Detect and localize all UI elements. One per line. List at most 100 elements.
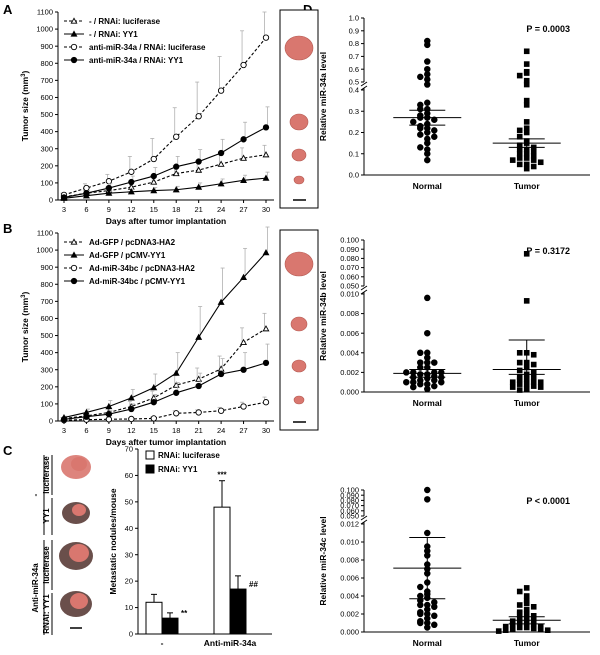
tumor-image (291, 148, 307, 162)
x-tick-label: 3 (62, 205, 66, 214)
x-tick-label: Anti-miR-34a (204, 638, 257, 648)
data-point (523, 129, 530, 136)
data-point (537, 379, 544, 385)
x-tick-label: 6 (84, 426, 88, 435)
data-point (509, 618, 516, 624)
x-tick-label: 18 (172, 205, 180, 214)
y-tick-label: 0.080 (340, 254, 359, 263)
data-point (431, 376, 438, 384)
data-point (516, 359, 523, 366)
y-tick-label: 40 (125, 524, 133, 533)
x-tick-label: Tumor (514, 638, 541, 648)
data-point (217, 407, 225, 414)
data-point (417, 73, 424, 81)
data-point (530, 148, 537, 155)
data-point (523, 119, 530, 125)
data-point (523, 381, 530, 387)
data-point (417, 349, 424, 357)
lung-lobe (72, 504, 86, 516)
data-point (509, 626, 516, 633)
y-tick-label: 0.060 (340, 506, 359, 515)
data-point (523, 81, 530, 88)
data-point (502, 627, 509, 633)
tumor-image (291, 359, 307, 373)
legend-swatch (145, 464, 155, 474)
data-point (195, 158, 202, 165)
data-point (424, 156, 431, 164)
y-axis-label: Metastatic nodules/mouse (108, 488, 118, 595)
data-point (523, 61, 530, 67)
panel-label-c: C (3, 443, 13, 458)
data-point (424, 329, 431, 337)
y-tick-label: 20 (125, 577, 133, 586)
x-tick-label: 12 (127, 426, 135, 435)
y-tick-label: 0.080 (340, 496, 359, 505)
data-point (502, 623, 509, 630)
mir34a-scatter-chart: 0.0 0.1 0.2 0.3 0.40.5 0.6 0.7 0.8 0.9 1.0 Relativ… (318, 14, 590, 191)
data-point (509, 622, 516, 628)
x-axis-label: Days after tumor implantation (106, 216, 226, 226)
data-point (195, 166, 203, 173)
data-point (240, 403, 247, 410)
data-point (195, 183, 203, 190)
y-tick-label: 70 (125, 445, 133, 454)
y-axis-label: Tumor size (mm3) (20, 291, 30, 362)
data-point (105, 402, 113, 410)
y-tick-label: 1.0 (349, 14, 359, 23)
data-point (438, 378, 445, 386)
lung-photo-panel-c: -Anti-miR-34aluciferaseYY1luciferaseRNAi… (31, 455, 93, 635)
data-point (217, 370, 225, 378)
data-point (516, 602, 523, 608)
tumor-image (293, 395, 305, 405)
y-tick-label: 0.006 (340, 329, 359, 338)
x-tick-label: Normal (413, 638, 442, 648)
series-line (63, 401, 267, 421)
tumor-growth-chart-a: 0 100 200 300 400 500 600 700 800 900 1000 1100 3 6 9 1… (20, 8, 274, 226)
data-point (516, 611, 523, 617)
legend-label: Ad-miR-34bc / pCMV-YY1 (89, 277, 186, 286)
data-point (530, 622, 537, 628)
y-tick-label: 600 (40, 314, 53, 323)
legend-marker (70, 30, 78, 37)
data-point (150, 172, 157, 180)
data-point (431, 133, 438, 140)
data-point (516, 387, 523, 393)
x-tick-label: 24 (217, 426, 225, 435)
data-point (240, 273, 248, 281)
y-tick-label: 500 (40, 110, 53, 119)
data-point (128, 415, 135, 423)
y-tick-label: 0.3 (349, 107, 359, 116)
y-tick-label: 1100 (37, 8, 53, 17)
data-point (417, 619, 424, 627)
data-point (262, 34, 270, 41)
data-point (262, 325, 270, 332)
data-point (83, 190, 90, 197)
series-line (63, 177, 267, 199)
y-tick-label: 0.100 (340, 236, 359, 245)
data-point (516, 150, 523, 157)
data-point (417, 610, 424, 618)
data-point (410, 383, 417, 391)
x-tick-label: 9 (107, 205, 111, 214)
y-tick-label: 1000 (36, 246, 53, 255)
y-tick-label: 0.090 (340, 245, 359, 254)
y-tick-label: 0.050 (340, 282, 359, 291)
data-point (424, 58, 431, 65)
data-point (105, 416, 113, 423)
data-point (516, 350, 523, 356)
data-point (516, 367, 523, 374)
data-point (424, 129, 431, 136)
y-tick-label: 200 (40, 382, 53, 391)
data-point (431, 612, 438, 620)
data-point (128, 168, 135, 175)
data-point (544, 627, 551, 633)
legend-label: Ad-GFP / pcDNA3-HA2 (89, 238, 176, 247)
data-point (150, 384, 158, 391)
legend-label: anti-miR-34a / RNAi: YY1 (89, 56, 184, 65)
data-point (516, 620, 523, 626)
series-line (63, 362, 267, 420)
data-point (150, 178, 158, 185)
data-point (516, 615, 523, 622)
legend-label: - / RNAi: YY1 (89, 30, 138, 39)
legend-marker (70, 56, 78, 64)
